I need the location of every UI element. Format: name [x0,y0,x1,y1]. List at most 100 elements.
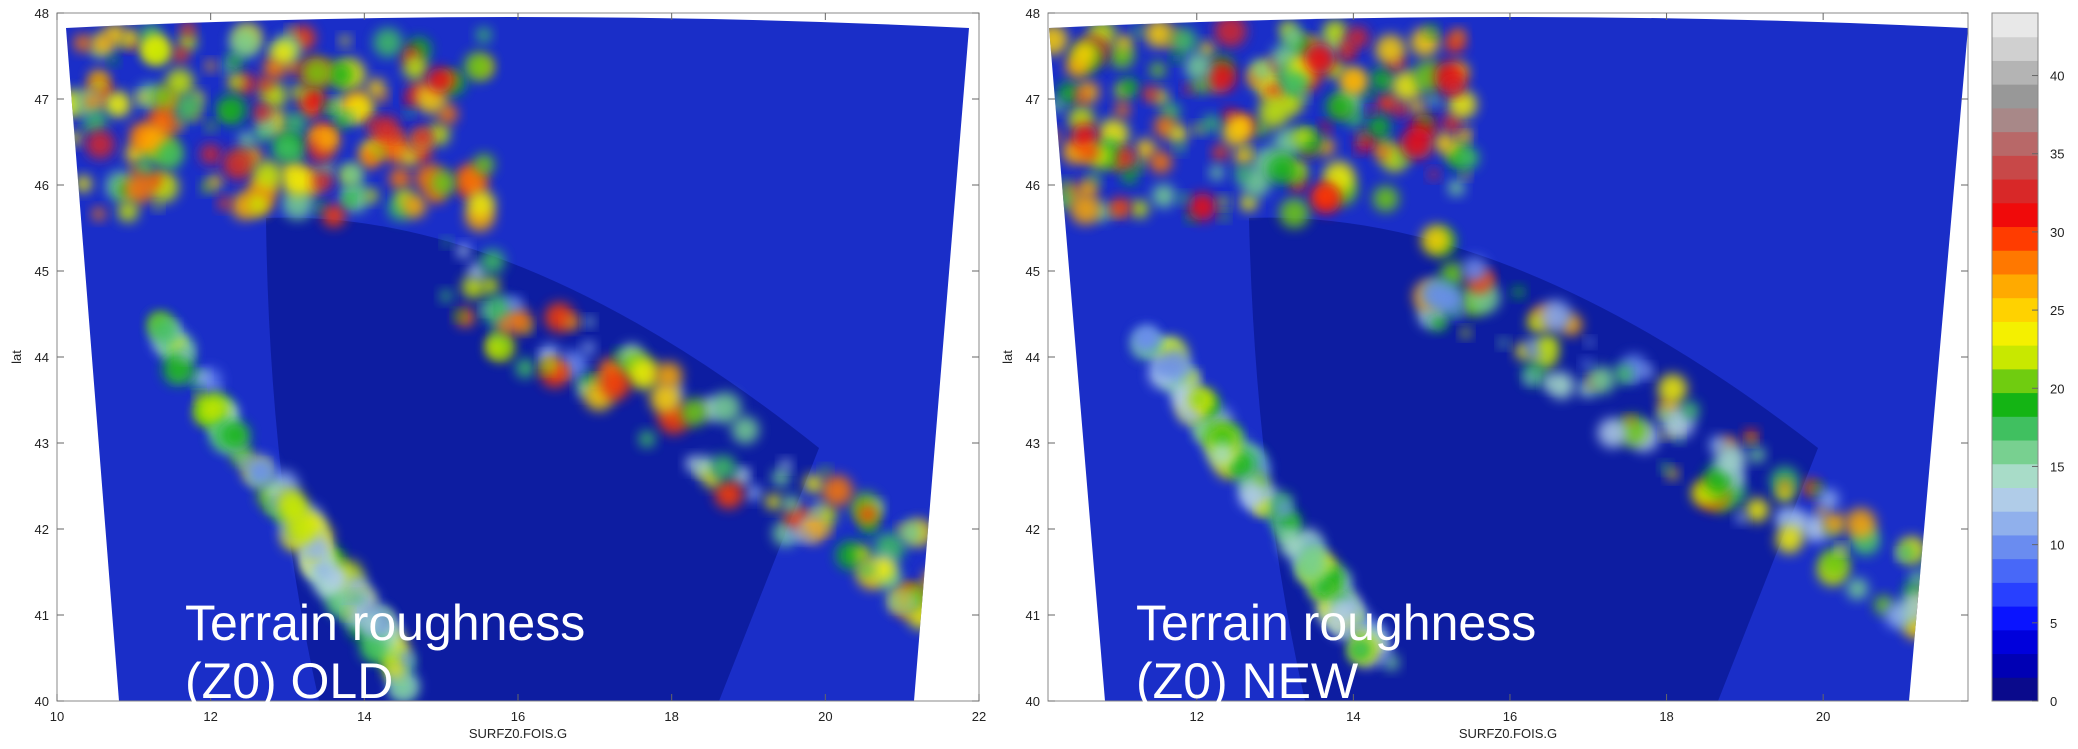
terrain-blob [1072,40,1098,66]
terrain-blob [123,174,153,204]
terrain-blob [1209,165,1224,180]
terrain-blob [373,28,402,57]
y-tick-label: 40 [35,694,49,709]
terrain-blob [1669,418,1680,429]
terrain-blob [488,338,504,354]
terrain-blob [1075,92,1085,102]
colorbar-swatch [1992,132,2038,156]
terrain-blob [216,95,246,125]
terrain-blob [1130,199,1149,218]
terrain-blob [1525,373,1536,384]
terrain-blob [92,207,105,220]
terrain-blob [1660,463,1670,473]
terrain-blob [1060,179,1070,189]
terrain-blob [1598,418,1628,448]
terrain-blob [1431,315,1447,331]
terrain-blob [291,85,306,100]
terrain-blob [1235,166,1251,182]
terrain-blob [1614,364,1633,383]
terrain-blob [1749,447,1765,463]
terrain-blob [1452,29,1465,42]
terrain-blob [440,290,452,302]
terrain-blob [822,475,853,506]
terrain-blob [208,175,222,189]
terrain-blob [335,114,349,128]
terrain-blob [1588,366,1616,394]
terrain-blob [1747,436,1755,444]
y-tick-label: 48 [1026,6,1040,21]
terrain-blob [1823,512,1845,534]
terrain-blob [85,94,101,110]
terrain-blob [1745,498,1769,522]
colorbar-swatch [1992,203,2038,227]
colorbar-swatch [1992,155,2038,179]
terrain-blob [88,112,107,131]
y-tick-label: 46 [1026,178,1040,193]
terrain-blob [86,130,115,159]
overlay-title: Terrain roughness [1136,595,1536,651]
terrain-blob [1370,68,1393,91]
terrain-blob [1446,79,1462,95]
terrain-blob [1267,155,1296,184]
terrain-blob [582,341,595,354]
terrain-blob [1375,35,1405,65]
terrain-blob [1901,591,1931,621]
terrain-blob [62,182,71,191]
colorbar-swatch [1992,60,2038,84]
colorbar-tick-label: 20 [2050,381,2064,396]
terrain-blob [680,398,708,426]
terrain-blob [277,488,307,518]
terrain-blob [821,466,830,475]
terrain-blob [1625,416,1634,425]
y-tick-label: 45 [35,264,49,279]
x-tick-label: 16 [1503,709,1517,724]
terrain-blob [1320,122,1331,133]
terrain-blob [1178,193,1189,204]
x-tick-label: 18 [1659,709,1673,724]
terrain-blob [324,104,335,115]
terrain-blob [1080,143,1098,161]
terrain-blob [898,594,909,605]
terrain-blob [1420,279,1450,309]
colorbar-swatch [1992,345,2038,369]
terrain-blob [515,358,535,378]
x-tick-label: 18 [664,709,678,724]
terrain-blob [195,392,204,401]
colorbar-swatch [1992,179,2038,203]
terrain-blob [1847,578,1869,600]
terrain-blob [1150,62,1166,78]
terrain-blob [454,311,463,320]
terrain-blob [772,469,790,487]
terrain-blob [344,197,353,206]
terrain-blob [944,553,965,574]
terrain-blob [1775,508,1796,529]
x-axis-label: SURFZ0.FOIS.G [1459,726,1557,741]
terrain-blob [137,92,148,103]
terrain-blob [1115,102,1130,117]
terrain-blob [205,61,216,72]
terrain-blob [1428,169,1438,179]
terrain-blob [1121,78,1139,96]
colorbar-tick-label: 35 [2050,147,2064,162]
terrain-blob [1410,99,1425,114]
terrain-blob [1203,115,1220,132]
terrain-blob [711,455,736,480]
terrain-blob [253,103,271,121]
terrain-blob [405,109,414,118]
colorbar-swatch [1992,274,2038,298]
terrain-blob [1925,547,1953,575]
x-tick-label: 16 [511,709,525,724]
y-tick-label: 44 [1026,350,1040,365]
colorbar-tick-label: 40 [2050,69,2064,84]
terrain-blob [1222,117,1252,147]
terrain-blob [1462,257,1488,283]
terrain-blob [1313,184,1337,208]
terrain-blob [1838,545,1847,554]
terrain-blob [229,27,261,59]
colorbar-tick-label: 15 [2050,459,2064,474]
map-panel: 1214161820404142434445464748SURFZ0.FOIS.… [1000,6,1968,741]
x-tick-label: 12 [203,709,217,724]
terrain-blob [1346,26,1368,48]
terrain-blob [1544,376,1558,390]
terrain-blob [1301,93,1309,101]
